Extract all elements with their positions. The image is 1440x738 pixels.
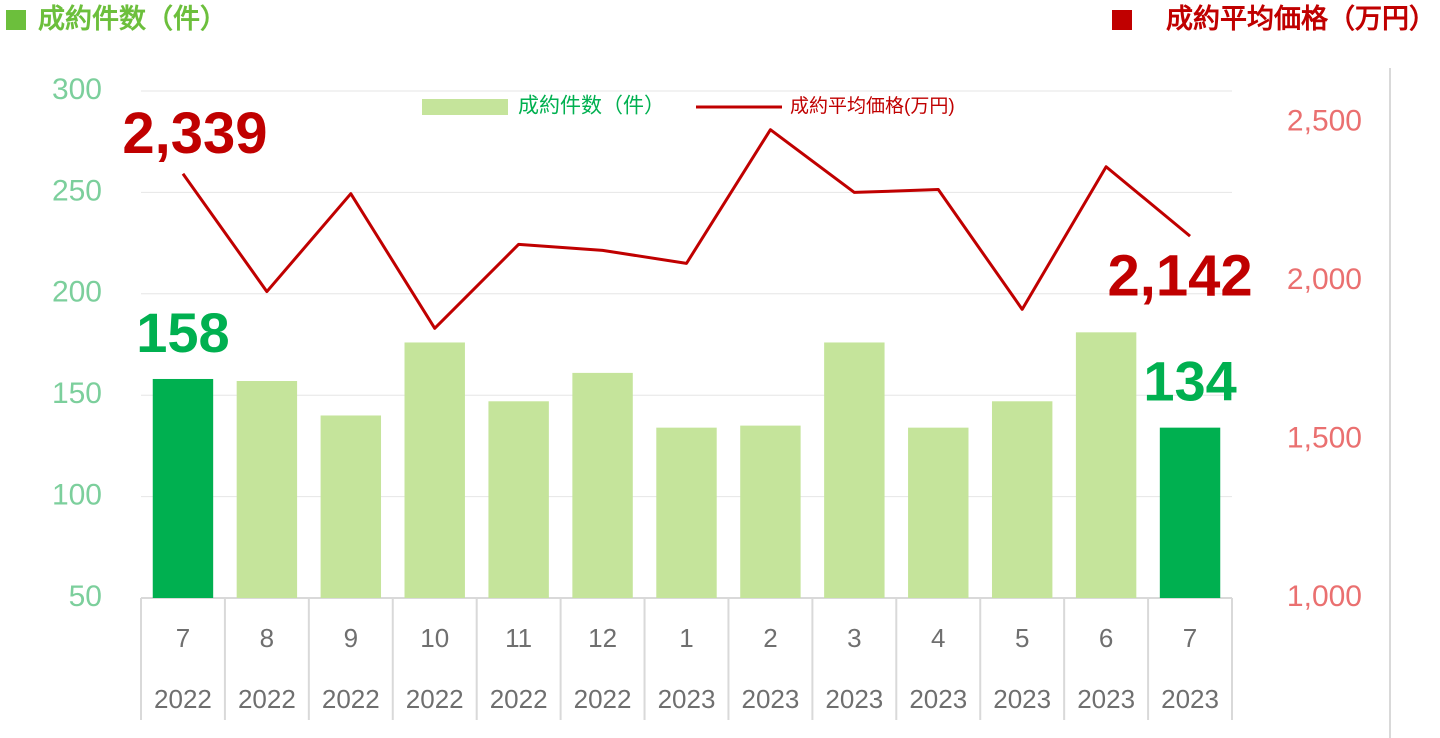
line-value-label: 2,142	[1107, 243, 1252, 308]
y-tick-label: 100	[52, 479, 102, 512]
bar	[572, 372, 633, 598]
x-tick-year: 2023	[909, 684, 967, 714]
y-tick-label: 50	[69, 580, 102, 613]
y2-tick-label: 1,500	[1287, 421, 1362, 454]
line	[181, 128, 1191, 330]
x-tick-year: 2022	[238, 684, 296, 714]
bar-value-label: 158	[136, 301, 229, 364]
x-tick-year: 2022	[154, 684, 212, 714]
line-value-label: 2,339	[122, 101, 267, 166]
y-tick-label: 250	[52, 174, 102, 207]
y-tick-label: 150	[52, 377, 102, 410]
x-tick-label: 8	[260, 623, 274, 653]
bar	[1159, 427, 1221, 598]
header-swatch	[1112, 10, 1132, 30]
x-tick-year: 2023	[993, 684, 1051, 714]
bar	[152, 378, 214, 598]
bar	[236, 381, 298, 598]
x-tick-label: 10	[420, 623, 449, 653]
x-tick-label: 4	[931, 623, 945, 653]
x-tick-year: 2022	[490, 684, 548, 714]
x-tick-label: 1	[679, 623, 693, 653]
x-tick-year: 2023	[742, 684, 800, 714]
legend-label: 成約件数（件）	[518, 95, 665, 118]
bar	[908, 427, 969, 598]
y2-tick-label: 1,000	[1287, 580, 1362, 613]
y-axis-title: 成約件数（件）	[38, 3, 227, 34]
x-tick-year: 2023	[658, 684, 716, 714]
x-tick-label: 3	[847, 623, 861, 653]
bar	[740, 425, 801, 598]
y2-tick-label: 2,500	[1287, 105, 1362, 138]
x-tick-label: 11	[505, 623, 532, 653]
x-tick-year: 2023	[825, 684, 883, 714]
x-tick-year: 2022	[574, 684, 632, 714]
bar	[656, 427, 717, 598]
bar	[1075, 332, 1137, 598]
x-tick-label: 7	[176, 623, 190, 653]
bar	[404, 342, 465, 598]
y2-tick-label: 2,000	[1287, 263, 1362, 296]
x-tick-label: 2	[763, 623, 777, 653]
bar	[320, 415, 382, 598]
x-tick-label: 7	[1183, 623, 1197, 653]
legend-swatch	[422, 99, 508, 115]
x-tick-label: 5	[1015, 623, 1029, 653]
bar	[488, 401, 549, 598]
x-tick-label: 12	[588, 623, 617, 653]
y2-axis-title: 成約平均価格（万円）	[1166, 3, 1436, 34]
header-swatch	[6, 10, 26, 30]
bar	[991, 401, 1053, 598]
bar	[824, 342, 885, 598]
y-tick-label: 300	[52, 73, 102, 106]
y-tick-label: 200	[52, 276, 102, 309]
x-tick-year: 2023	[1161, 684, 1219, 714]
x-tick-year: 2022	[406, 684, 464, 714]
bar-value-label: 134	[1143, 349, 1236, 412]
x-tick-year: 2022	[322, 684, 380, 714]
x-tick-label: 6	[1099, 623, 1113, 653]
x-tick-label: 9	[344, 623, 358, 653]
legend-label: 成約平均価格(万円)	[790, 95, 955, 117]
x-tick-year: 2023	[1077, 684, 1135, 714]
